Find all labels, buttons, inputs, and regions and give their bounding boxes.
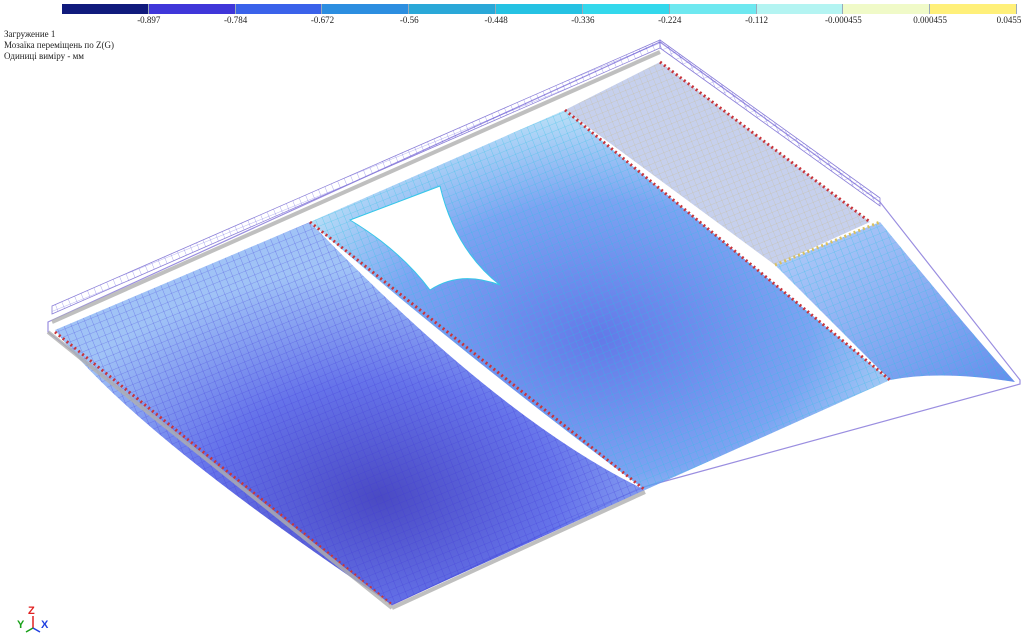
scale-tick-label: -0.336 [571,15,595,25]
support-beams [54,60,891,607]
roof-opening [348,185,501,291]
scale-segment [409,4,497,14]
load-case-label: Загружение 1 [4,29,56,39]
scale-segment [930,4,1017,14]
scale-tick-label: -0.448 [484,15,508,25]
scale-segment [322,4,410,14]
scale-segment [62,4,149,14]
axis-x-label: X [41,619,49,631]
mosaic-title: Мозаїка переміщень по Z(G) [4,40,114,50]
scale-segment [582,4,670,14]
scale-tick-label: -0.672 [310,15,335,25]
axis-y-label: Y [17,619,25,631]
scale-segment [496,4,583,14]
scale-tick-label: -0.000455 [824,15,862,25]
scale-tick-label: -0.784 [224,15,248,25]
scale-segment [843,4,931,14]
edge-girders [46,50,661,610]
scale-tick-label: -0.56 [399,15,419,25]
color-scale-bar [62,4,1017,14]
scale-tick-label: -0.224 [658,15,682,25]
scale-segment [235,4,323,14]
scale-segment [756,4,844,14]
scale-tick-label: -0.897 [137,15,161,25]
scale-segment [148,4,236,14]
scale-tick-label: 0.000455 [913,15,948,25]
color-scale-ticks: -0.897 -0.784 -0.672 -0.56 -0.448 -0.336 -0.22… [0,15,1030,29]
axis-z-label: Z [28,605,35,617]
axis-triad-icon [25,616,41,633]
scale-segment [669,4,757,14]
scale-tick-label: -0.112 [745,15,768,25]
units-label: Одиниці виміру - мм [4,51,85,61]
scale-tick-label: 0.0455 [996,15,1022,25]
